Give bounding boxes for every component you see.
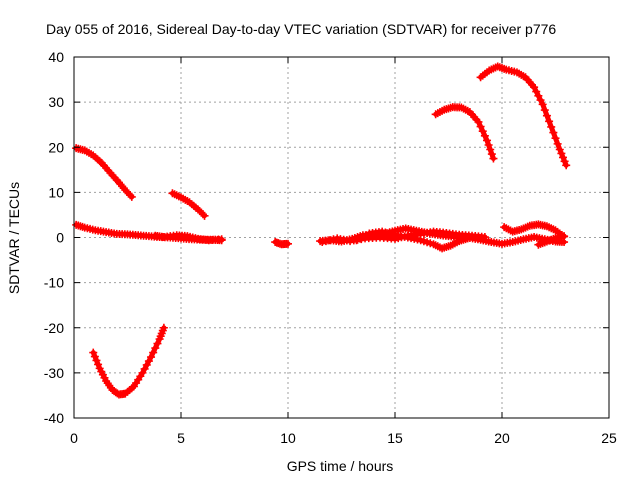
x-axis-title: GPS time / hours — [287, 458, 394, 474]
x-tick-label-2: 10 — [280, 430, 296, 446]
data-point-marker — [538, 100, 547, 109]
data-point-marker — [92, 356, 101, 365]
data-point-marker — [478, 127, 487, 136]
data-point-marker — [89, 348, 98, 357]
y-tick-label-7: 30 — [48, 94, 64, 110]
series-arc-9 — [352, 227, 472, 253]
data-point-marker — [318, 238, 327, 247]
data-point-marker — [463, 234, 472, 243]
series-arc-12 — [500, 220, 569, 241]
y-tick-label-3: -10 — [44, 275, 64, 291]
data-point-marker — [549, 128, 558, 137]
series-arc-4 — [89, 323, 168, 399]
data-point-marker — [484, 140, 493, 149]
axes-layer: 0 5 10 15 20 25 -40 -30 -20 -10 0 10 20 30 40 — [44, 49, 617, 446]
series-arc-11 — [476, 62, 571, 170]
series-line-arc-4 — [90, 325, 167, 397]
data-point-marker — [217, 235, 226, 244]
data-point-marker — [476, 122, 485, 131]
y-tick-label-6: 20 — [48, 139, 64, 155]
x-tick-label-4: 20 — [494, 430, 510, 446]
y-tick-label-1: -30 — [44, 365, 64, 381]
series-arc-2 — [168, 189, 209, 220]
series-line-arc-11 — [478, 64, 569, 168]
data-point-marker — [555, 145, 564, 154]
data-point-marker — [325, 236, 334, 245]
grid-layer — [74, 57, 609, 418]
data-point-marker — [483, 136, 492, 145]
y-tick-label-5: 10 — [48, 184, 64, 200]
data-point-marker — [487, 150, 496, 159]
data-point-marker — [530, 83, 539, 92]
data-point-marker — [284, 239, 292, 248]
data-point-marker — [94, 360, 103, 369]
data-point-marker — [551, 134, 560, 143]
data-point-marker — [489, 154, 498, 163]
data-point-marker — [127, 192, 136, 201]
x-tick-label-0: 0 — [70, 430, 78, 446]
series-arc-5 — [151, 231, 226, 245]
y-tick-label-8: 40 — [48, 49, 64, 65]
data-point-marker — [536, 96, 545, 105]
data-point-marker — [542, 111, 551, 120]
data-point-marker — [200, 211, 209, 220]
series-arc-6 — [271, 238, 292, 249]
data-point-marker — [159, 323, 168, 332]
data-point-marker — [534, 91, 543, 100]
data-point-marker — [540, 106, 549, 115]
data-point-marker — [547, 122, 556, 131]
data-point-marker — [329, 235, 338, 244]
data-point-marker — [557, 149, 566, 158]
y-axis-title: SDTVAR / TECUs — [6, 182, 22, 294]
data-point-marker — [153, 339, 162, 348]
data-point-marker — [560, 157, 569, 166]
data-point-marker — [560, 232, 569, 241]
data-point-marker — [90, 352, 99, 361]
data-point-marker — [486, 145, 495, 154]
x-tick-label-1: 5 — [177, 430, 185, 446]
data-point-marker — [480, 131, 489, 140]
data-point-marker — [126, 191, 135, 200]
y-tick-label-2: -20 — [44, 320, 64, 336]
series-arc-10 — [431, 103, 498, 163]
series-arc-13 — [534, 232, 569, 249]
data-point-marker — [558, 153, 567, 162]
data-point-marker — [151, 344, 160, 353]
y-tick-label-4: 0 — [56, 230, 64, 246]
data-point-marker — [321, 237, 330, 246]
x-tick-label-3: 15 — [387, 430, 403, 446]
data-point-marker — [474, 117, 483, 126]
series-layer — [72, 62, 571, 399]
text-layer: Day 055 of 2016, Sidereal Day-to-day VTE… — [6, 21, 556, 474]
series-arc-1 — [72, 144, 136, 201]
data-point-marker — [553, 139, 562, 148]
data-point-marker — [149, 348, 158, 357]
x-tick-label-5: 25 — [601, 430, 617, 446]
chart-title: Day 055 of 2016, Sidereal Day-to-day VTE… — [46, 21, 556, 37]
data-point-marker — [147, 353, 156, 362]
data-point-marker — [480, 233, 489, 242]
data-point-marker — [532, 87, 541, 96]
y-tick-label-0: -40 — [44, 410, 64, 426]
data-point-marker — [545, 117, 554, 126]
data-point-marker — [562, 161, 571, 170]
data-point-marker — [198, 210, 207, 219]
